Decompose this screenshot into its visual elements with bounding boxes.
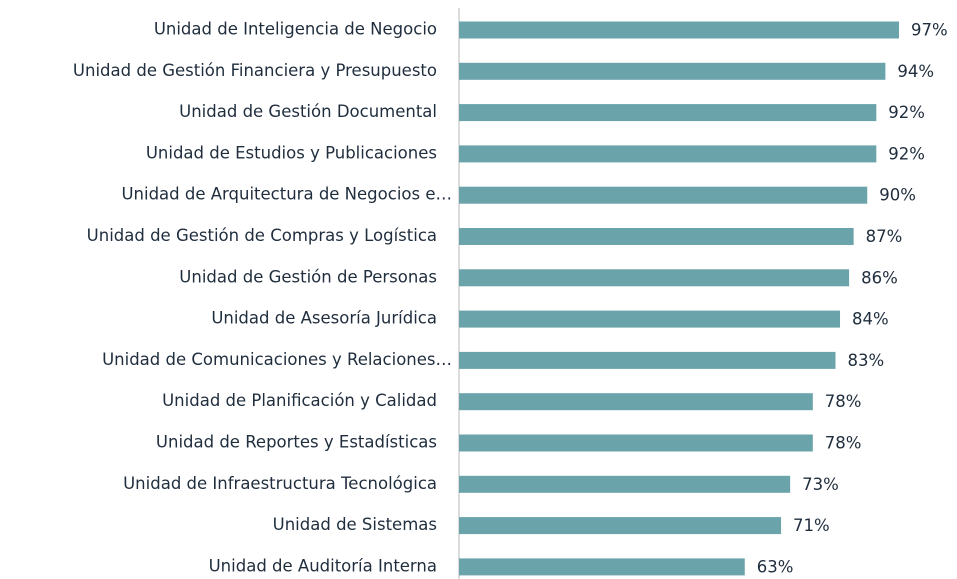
- category-label: Unidad de Planificación y Calidad: [162, 391, 437, 410]
- bar: [459, 558, 745, 576]
- category-label: Unidad de Gestión Documental: [179, 102, 437, 121]
- category-label: Unidad de Arquitectura de Negocios e…: [121, 185, 452, 204]
- value-label: 73%: [802, 475, 839, 494]
- category-label: Unidad de Estudios y Publicaciones: [146, 143, 437, 162]
- value-label: 63%: [757, 557, 794, 576]
- value-label: 97%: [911, 21, 948, 40]
- bar: [459, 393, 813, 411]
- value-label: 78%: [825, 392, 862, 411]
- category-label: Unidad de Auditoría Interna: [209, 556, 437, 575]
- bar: [459, 145, 877, 163]
- bar: [459, 62, 886, 80]
- value-label: 71%: [793, 516, 830, 535]
- bar: [459, 434, 813, 452]
- value-label: 78%: [825, 434, 862, 453]
- bar: [459, 21, 899, 39]
- value-label: 86%: [861, 268, 898, 287]
- bar: [459, 310, 841, 328]
- value-label: 90%: [879, 186, 916, 205]
- category-label: Unidad de Comunicaciones y Relaciones…: [102, 350, 452, 369]
- bar: [459, 269, 850, 287]
- bar: [459, 186, 868, 204]
- category-label: Unidad de Reportes y Estadísticas: [156, 433, 437, 452]
- bar: [459, 104, 877, 122]
- value-label: 84%: [852, 310, 889, 329]
- value-label: 94%: [897, 62, 934, 81]
- category-label: Unidad de Sistemas: [273, 515, 437, 534]
- category-label: Unidad de Asesoría Jurídica: [211, 309, 437, 328]
- category-label: Unidad de Gestión de Compras y Logística: [87, 226, 437, 245]
- category-label: Unidad de Gestión de Personas: [179, 267, 437, 286]
- value-label: 87%: [866, 227, 903, 246]
- bar: [459, 517, 782, 535]
- bar: [459, 475, 791, 493]
- value-label: 92%: [888, 144, 925, 163]
- category-label: Unidad de Gestión Financiera y Presupues…: [73, 61, 437, 80]
- category-label: Unidad de Infraestructura Tecnológica: [123, 474, 437, 493]
- value-label: 92%: [888, 103, 925, 122]
- value-label: 83%: [847, 351, 884, 370]
- bar: [459, 228, 854, 245]
- bar: [459, 351, 836, 369]
- category-label: Unidad de Inteligencia de Negocio: [154, 20, 437, 39]
